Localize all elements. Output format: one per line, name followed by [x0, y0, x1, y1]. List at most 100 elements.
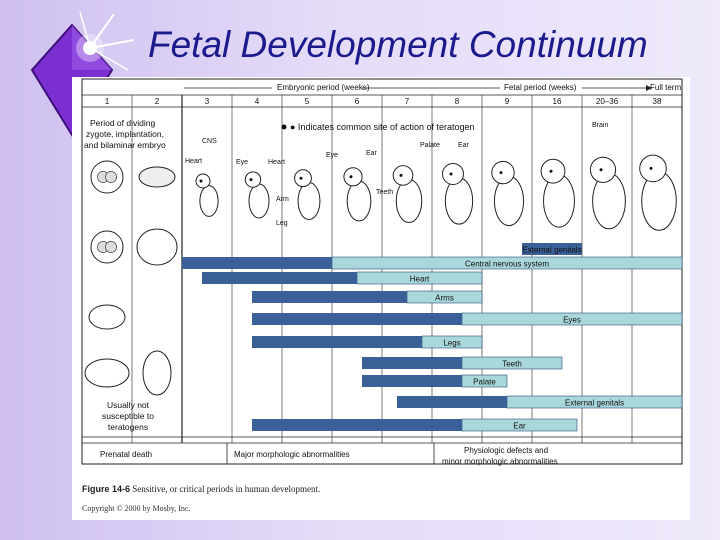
major-abnormalities-label: Major morphologic abnormalities	[234, 450, 350, 459]
week-label: 1	[105, 97, 110, 106]
legend-bullet	[281, 124, 287, 130]
label-brain: Brain	[592, 122, 608, 129]
embryo-head-drawing	[442, 163, 464, 185]
bar-label: Eyes	[563, 316, 581, 325]
teratogen-site-dot	[399, 173, 403, 177]
embryo-head-drawing	[491, 160, 515, 185]
critical-period-bar	[522, 243, 582, 255]
teratogen-site-dot	[449, 172, 453, 176]
slide-title: Fetal Development Continuum	[148, 24, 648, 65]
embryo-head-drawing	[392, 165, 414, 186]
label-arm: Arm	[276, 196, 289, 203]
embryo-head-drawing	[540, 158, 566, 184]
figure-caption: Figure 14-6 Sensitive, or critical perio…	[82, 484, 320, 494]
usually-note-line2: susceptible to	[102, 411, 154, 421]
label-ear-b: Ear	[458, 142, 470, 149]
bilaminar-drawing	[136, 228, 178, 266]
critical-period-bar	[397, 396, 507, 408]
embryo-head-drawing	[294, 169, 312, 188]
figure-caption-text: Sensitive, or critical periods in human …	[132, 484, 321, 494]
teratogen-site-dot	[199, 179, 203, 183]
critical-period-bar	[202, 272, 357, 284]
teratogen-site-dot	[249, 178, 253, 182]
critical-period-bar	[252, 313, 462, 325]
week-label: 6	[355, 97, 360, 106]
bar-label: Legs	[443, 339, 460, 348]
embryo-head-drawing	[639, 154, 667, 183]
week-label: 8	[455, 97, 460, 106]
figure-panel: Embryonic period (weeks) Fetal period (w…	[72, 77, 690, 520]
week-label: 7	[405, 97, 410, 106]
critical-period-bar	[252, 291, 407, 303]
embryo-body-drawing	[346, 180, 372, 222]
usually-note-line3: teratogens	[108, 422, 148, 432]
bar-label: Heart	[410, 275, 430, 284]
teratogen-legend-note: ● Indicates common site of action of ter…	[290, 122, 475, 132]
period-note-line3: and bilaminar embryo	[84, 140, 166, 150]
week-label: 2	[155, 97, 160, 106]
week-label: 16	[553, 97, 562, 106]
week-label: 4	[255, 97, 260, 106]
label-leg: Leg	[276, 220, 288, 227]
copyright-note: Copyright © 2000 by Mosby, Inc.	[82, 504, 191, 513]
critical-period-bar	[252, 419, 462, 431]
bar-label: Teeth	[502, 360, 522, 369]
embryo-body-drawing	[199, 185, 219, 217]
critical-period-bar	[362, 357, 462, 369]
prenatal-death-label: Prenatal death	[100, 450, 152, 459]
week-labels: 1 2 3 4 5 6 7 8 9 16 20–36 38	[105, 97, 662, 106]
bilaminar-drawing	[138, 166, 176, 188]
bar-label: Ear	[513, 422, 526, 431]
week-label: 5	[305, 97, 310, 106]
label-eye-a: Eye	[236, 159, 248, 166]
critical-period-bar	[252, 336, 422, 348]
figure-caption-label: Figure 14-6	[82, 484, 131, 494]
embryo-body-drawing	[248, 183, 270, 219]
physiologic-defects-line2: minor morphologic abnormalities	[442, 457, 558, 466]
embryo-head-drawing	[244, 171, 262, 188]
figure-border	[81, 78, 683, 465]
week-label: 20–36	[596, 97, 619, 106]
bar-label: External genitals	[565, 399, 624, 408]
label-palate: Palate	[420, 142, 440, 149]
physiologic-defects-line1: Physiologic defects and	[464, 446, 548, 455]
teratogen-site-dot	[549, 169, 553, 173]
embryo-head-drawing	[195, 173, 211, 189]
fetal-period-label: Fetal period (weeks)	[504, 83, 577, 92]
chorion-drawing	[142, 350, 172, 396]
embryo-body-drawing	[395, 178, 423, 224]
bar-label: External genitals	[522, 246, 581, 255]
embryo-body-drawing	[493, 175, 525, 227]
teratogen-site-dot	[349, 175, 353, 179]
label-heart-b: Heart	[268, 159, 285, 166]
embryo-illustrations	[84, 124, 677, 396]
cell-drawing	[105, 241, 117, 253]
bar-label: Palate	[473, 378, 496, 387]
critical-period-bars: External genitals Central nervous system H…	[182, 243, 683, 432]
label-ear-a: Ear	[366, 150, 378, 157]
embryo-head-drawing	[589, 156, 617, 183]
fetal-arrow-head	[646, 85, 652, 91]
embryo-body-drawing	[444, 177, 474, 225]
teratogen-site-dot	[599, 168, 603, 172]
week-label: 38	[653, 97, 662, 106]
period-note-line2: zygote, implantation,	[86, 129, 164, 139]
critical-periods-diagram: Embryonic period (weeks) Fetal period (w…	[81, 78, 683, 466]
period-note-line1: Period of dividing	[90, 118, 155, 128]
teratogen-site-dot	[499, 171, 503, 175]
blastocyst-drawing	[88, 304, 126, 330]
label-teeth: Teeth	[376, 189, 393, 196]
bar-label: Arms	[435, 294, 454, 303]
usually-note-line1: Usually not	[107, 400, 150, 410]
cell-drawing	[105, 171, 117, 183]
critical-period-bar	[362, 375, 462, 387]
embryo-body-drawing	[297, 182, 321, 220]
week-label: 9	[505, 97, 510, 106]
full-term-label: Full term	[650, 83, 681, 92]
teratogen-site-dot	[649, 166, 653, 170]
week-label: 3	[205, 97, 210, 106]
critical-period-bar	[182, 257, 332, 269]
bar-label: Central nervous system	[465, 260, 549, 269]
label-heart-a: Heart	[185, 158, 202, 165]
implantation-drawing	[84, 358, 130, 388]
